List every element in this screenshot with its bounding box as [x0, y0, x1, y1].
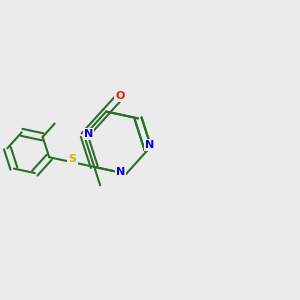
Text: S: S: [68, 154, 76, 164]
Text: N: N: [145, 140, 154, 150]
Text: N: N: [84, 129, 93, 139]
Text: O: O: [116, 91, 125, 101]
Text: N: N: [116, 167, 125, 177]
